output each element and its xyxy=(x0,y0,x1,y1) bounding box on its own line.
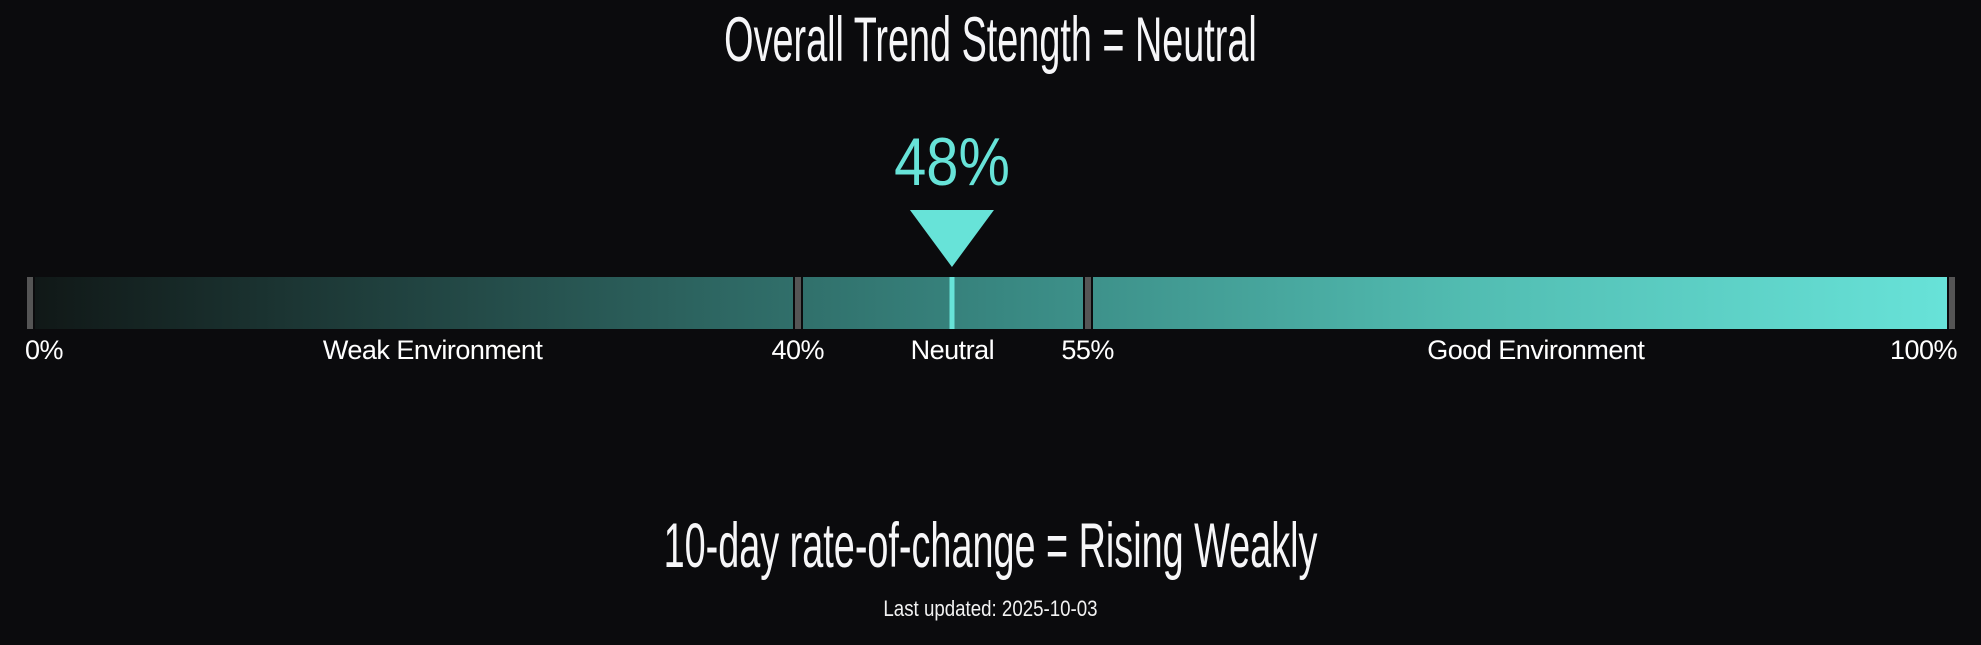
last-updated-text: Last updated: 2025-10-03 xyxy=(883,596,1098,621)
zone-label-weak-environment: Weak Environment xyxy=(322,335,543,365)
gauge-value-label: 48% xyxy=(894,124,1011,200)
page-title: Overall Trend Stength = Neutral xyxy=(724,5,1257,75)
tick-label-100: 100% xyxy=(1889,335,1958,365)
gauge-bar xyxy=(25,277,1957,329)
gauge-tick-55 xyxy=(1082,277,1093,329)
down-triangle-icon xyxy=(910,210,995,267)
tick-label-0: 0% xyxy=(25,335,64,365)
gauge-tick-0 xyxy=(25,277,35,329)
gauge-axis-labels: 0% 40% 55% 100% Weak Environment Neutral Good … xyxy=(25,332,1958,368)
trend-gauge: 48% xyxy=(25,128,1957,329)
zone-label-good-environment: Good Environment xyxy=(1427,335,1645,365)
tick-label-40: 40% xyxy=(771,335,825,365)
gauge-tick-40 xyxy=(792,277,803,329)
tick-label-55: 55% xyxy=(1061,335,1114,365)
rate-of-change-heading: 10-day rate-of-change = Rising Weakly xyxy=(663,511,1318,581)
gauge-tick-100 xyxy=(1947,277,1957,329)
zone-label-neutral: Neutral xyxy=(910,335,995,365)
gauge-marker: 48% xyxy=(884,128,1020,267)
gauge-pointer-line xyxy=(949,277,955,329)
